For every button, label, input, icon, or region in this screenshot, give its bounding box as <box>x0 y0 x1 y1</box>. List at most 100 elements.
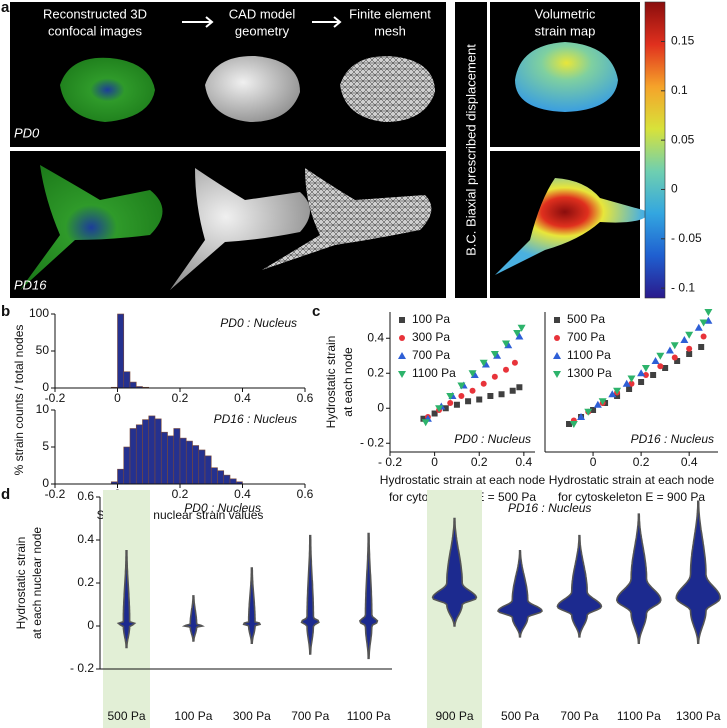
bar <box>160 431 168 485</box>
violin <box>556 534 603 638</box>
bc-panel <box>455 2 487 298</box>
y-tick-label: 0.1 <box>671 83 688 97</box>
point <box>446 393 455 400</box>
point <box>627 375 636 383</box>
bar <box>179 437 187 485</box>
chart-title: PD16 : Nucleus <box>631 432 714 446</box>
point <box>680 336 689 343</box>
legend-label: 1100 Pa <box>412 366 456 380</box>
row-label: PD0 <box>14 125 40 140</box>
cell-image <box>60 57 155 122</box>
x-tick-label: 100 Pa <box>174 709 212 723</box>
legend-marker <box>399 335 405 341</box>
point <box>598 398 607 406</box>
x-tick-label: -0.2 <box>45 487 66 501</box>
point <box>593 400 602 408</box>
point <box>577 413 586 420</box>
point <box>447 400 454 406</box>
point <box>626 386 633 392</box>
panel-label: c <box>312 303 320 320</box>
point <box>502 340 510 348</box>
y-tick-label: 0.4 <box>367 330 384 344</box>
point <box>503 366 509 373</box>
y-tick-label: 0.2 <box>77 575 94 589</box>
violin <box>615 513 662 644</box>
x-tick-label: - 0.2 <box>378 455 402 469</box>
bar <box>223 474 231 485</box>
y-tick-label: 0 <box>671 182 678 196</box>
point <box>704 309 713 316</box>
point <box>457 382 466 390</box>
point <box>637 369 646 377</box>
point <box>435 405 444 413</box>
point <box>656 352 665 360</box>
row-label: PD16 <box>14 277 47 292</box>
violin <box>497 550 543 638</box>
bar <box>217 470 225 485</box>
violin <box>242 567 262 644</box>
violin <box>181 595 205 642</box>
x-tick-label: 700 Pa <box>560 709 598 723</box>
point <box>651 357 660 364</box>
point <box>515 332 524 340</box>
bar <box>210 467 218 485</box>
bar <box>154 418 162 485</box>
y-tick-label: 0.05 <box>671 132 695 146</box>
bar <box>198 449 206 485</box>
point <box>431 410 438 417</box>
colorbar <box>644 1 666 299</box>
chart-title: PD16 : Nucleus <box>214 412 297 426</box>
y-tick-label: 0 <box>377 400 384 414</box>
point <box>700 333 707 340</box>
legend-label: 500 Pa <box>567 312 605 326</box>
bar <box>117 468 125 485</box>
x-axis-label: for cytoskeleton E = 900 Pa <box>558 490 705 504</box>
point <box>469 387 476 394</box>
point <box>698 344 705 350</box>
x-tick-label: 0.2 <box>172 487 189 501</box>
y-tick-label: 0 <box>42 380 49 394</box>
point <box>670 342 679 350</box>
panel-label: d <box>1 486 10 503</box>
arrow <box>182 16 214 28</box>
violin <box>358 532 379 660</box>
bar <box>117 313 125 389</box>
mesh-image <box>262 168 432 270</box>
point <box>479 359 488 367</box>
point <box>657 363 664 370</box>
point <box>694 323 703 331</box>
point <box>490 351 499 358</box>
legend-label: 100 Pa <box>412 312 450 326</box>
boundary-condition: B.C. Biaxial prescribed displacement <box>463 44 478 256</box>
column-header: mesh <box>374 23 406 38</box>
cad-image <box>170 168 310 290</box>
point <box>665 346 674 354</box>
legend-label: 700 Pa <box>412 348 450 362</box>
point <box>650 372 657 378</box>
y-tick-label: 0 <box>87 618 94 632</box>
point <box>468 370 477 378</box>
x-tick-label: 0.2 <box>172 391 189 405</box>
chart-title: PD0 : Nucleus <box>184 501 261 515</box>
x-axis-label: Hydrostatic strain at each node <box>380 473 546 487</box>
x-tick-label: 0.4 <box>681 455 698 469</box>
legend-label: 1300 Pa <box>567 366 612 380</box>
arrow <box>312 16 342 28</box>
bar <box>123 371 131 389</box>
column-header: CAD model <box>229 6 296 21</box>
point <box>569 421 578 428</box>
column-header: Reconstructed 3D <box>43 6 147 21</box>
bar <box>192 445 200 485</box>
mesh-image <box>340 55 435 122</box>
x-tick-label: 1300 Pa <box>676 709 721 723</box>
point <box>513 330 522 337</box>
point <box>638 379 645 385</box>
x-tick-label: 300 Pa <box>233 709 271 723</box>
point <box>614 393 621 399</box>
point <box>453 401 460 408</box>
point <box>674 358 681 364</box>
x-tick-label: 700 Pa <box>291 709 329 723</box>
panel-label: b <box>1 303 10 320</box>
chart-title: PD0 : Nucleus <box>454 432 531 446</box>
y-tick-label: 100 <box>29 306 49 320</box>
